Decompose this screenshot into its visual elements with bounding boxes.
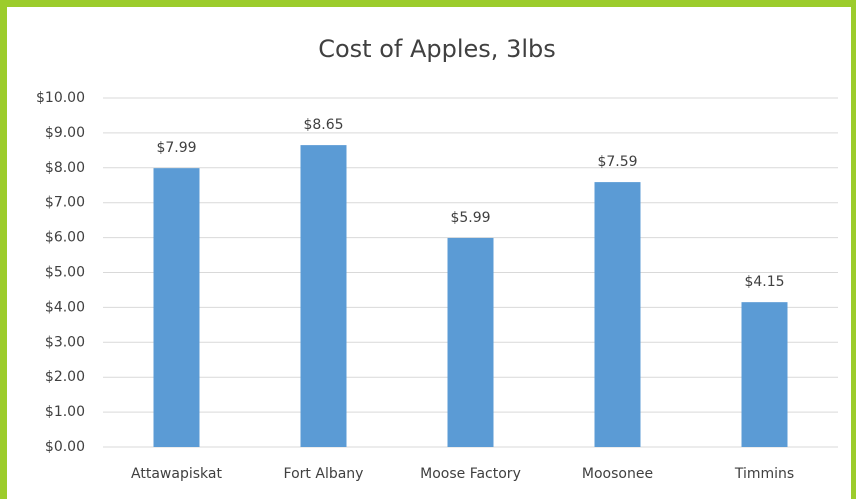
x-tick-label: Fort Albany <box>284 466 364 482</box>
y-tick-label: $4.00 <box>45 299 85 315</box>
bar <box>594 182 641 447</box>
bar <box>447 237 494 447</box>
y-tick-label: $10.00 <box>36 90 85 106</box>
x-tick-label: Moose Factory <box>420 466 521 482</box>
y-tick-label: $0.00 <box>45 439 85 455</box>
x-tick-label: Attawapiskat <box>131 466 222 482</box>
y-tick-label: $9.00 <box>45 125 85 141</box>
x-tick-label: Moosonee <box>582 466 653 482</box>
y-tick-label: $3.00 <box>45 334 85 350</box>
y-tick-label: $1.00 <box>45 404 85 420</box>
y-tick-label: $5.00 <box>45 265 85 281</box>
y-tick-label: $7.00 <box>45 195 85 211</box>
data-label: $7.99 <box>156 140 196 156</box>
y-tick-label: $8.00 <box>45 160 85 176</box>
y-tick-label: $2.00 <box>45 369 85 385</box>
border-right <box>851 0 856 499</box>
bar <box>153 168 200 448</box>
border-top <box>0 0 856 7</box>
y-tick-label: $6.00 <box>45 230 85 246</box>
bar <box>300 145 347 448</box>
data-label: $4.15 <box>744 274 784 290</box>
data-label: $8.65 <box>303 117 343 133</box>
data-label: $5.99 <box>450 210 490 226</box>
border-left <box>0 0 7 499</box>
chart-title: Cost of Apples, 3lbs <box>318 35 556 63</box>
data-label: $7.59 <box>597 154 637 170</box>
bar <box>741 302 788 447</box>
x-tick-label: Timmins <box>734 466 794 482</box>
